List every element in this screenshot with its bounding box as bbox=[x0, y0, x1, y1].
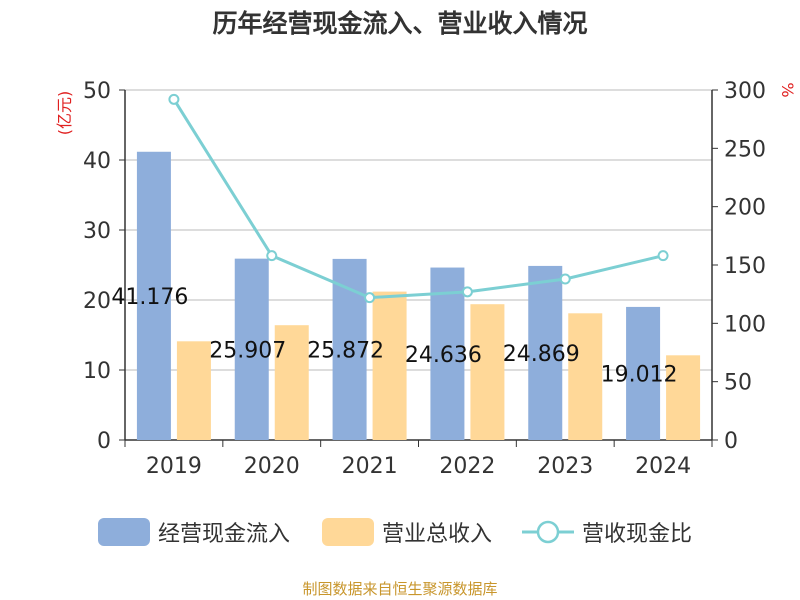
legend-swatch-ratio bbox=[522, 520, 574, 544]
legend-item-cash[interactable]: 经营现金流入 bbox=[98, 516, 290, 548]
x-axis-tick-label: 2020 bbox=[244, 454, 300, 479]
chart-title: 历年经营现金流入、营业收入情况 bbox=[212, 9, 588, 38]
x-axis-tick-label: 2019 bbox=[146, 454, 202, 479]
right-axis-unit: % bbox=[778, 82, 797, 97]
bar-revenue bbox=[666, 355, 701, 440]
right-axis-tick-label: 50 bbox=[724, 371, 752, 396]
data-label-cash-inflow: 41.176 bbox=[111, 285, 188, 310]
right-axis-tick-label: 250 bbox=[724, 137, 766, 162]
data-label-cash-inflow: 24.869 bbox=[503, 342, 580, 367]
x-axis-tick-label: 2024 bbox=[635, 454, 691, 479]
bar-revenue bbox=[372, 291, 407, 440]
left-axis-tick-label: 50 bbox=[83, 79, 111, 104]
legend-label-revenue: 营业总收入 bbox=[382, 522, 493, 547]
legend-item-revenue[interactable]: 营业总收入 bbox=[322, 516, 492, 548]
legend-swatch-cash bbox=[98, 518, 150, 546]
ratio-marker bbox=[364, 292, 376, 304]
ratio-marker bbox=[266, 250, 278, 262]
left-axis-tick-label: 30 bbox=[83, 219, 111, 244]
bar-cash-inflow bbox=[234, 258, 269, 440]
right-axis-tick-label: 300 bbox=[724, 79, 766, 104]
bar-revenue bbox=[568, 313, 603, 440]
bar-cash-inflow bbox=[430, 267, 465, 440]
data-label-cash-inflow: 24.636 bbox=[405, 343, 482, 368]
legend-swatch-revenue bbox=[322, 518, 374, 546]
left-axis-tick-label: 40 bbox=[83, 149, 111, 174]
data-label-cash-inflow: 25.872 bbox=[307, 338, 384, 363]
source-note: 制图数据来自恒生聚源数据库 bbox=[302, 580, 498, 598]
bar-cash-inflow bbox=[626, 306, 661, 440]
ratio-line bbox=[172, 98, 664, 300]
data-label-cash-inflow: 19.012 bbox=[601, 362, 678, 387]
right-axis-tick-label: 100 bbox=[724, 312, 766, 337]
x-axis-tick-label: 2021 bbox=[342, 454, 398, 479]
left-axis-tick-label: 0 bbox=[97, 429, 111, 454]
bar-cash-inflow bbox=[528, 265, 563, 440]
left-axis-tick-label: 20 bbox=[83, 289, 111, 314]
ratio-marker bbox=[559, 273, 571, 285]
left-axis-unit: (亿元) bbox=[55, 91, 74, 136]
left-axis-tick-label: 10 bbox=[83, 359, 111, 384]
bar-cash-inflow bbox=[136, 151, 171, 440]
ratio-marker bbox=[657, 250, 669, 262]
right-axis-tick-label: 150 bbox=[724, 254, 766, 279]
bar-revenue bbox=[274, 325, 309, 440]
bar-revenue bbox=[176, 341, 211, 440]
data-label-cash-inflow: 25.907 bbox=[209, 338, 286, 363]
legend-label-ratio: 营收现金比 bbox=[582, 522, 693, 547]
right-axis-tick-label: 200 bbox=[724, 196, 766, 221]
legend-label-cash: 经营现金流入 bbox=[158, 522, 291, 547]
x-axis-tick-label: 2022 bbox=[439, 454, 495, 479]
legend-item-ratio[interactable]: 营收现金比 bbox=[522, 516, 692, 548]
ratio-marker bbox=[461, 286, 473, 298]
x-axis-tick-label: 2023 bbox=[537, 454, 593, 479]
right-axis-tick-label: 0 bbox=[724, 429, 738, 454]
bar-revenue bbox=[470, 304, 505, 440]
ratio-marker bbox=[168, 93, 180, 105]
